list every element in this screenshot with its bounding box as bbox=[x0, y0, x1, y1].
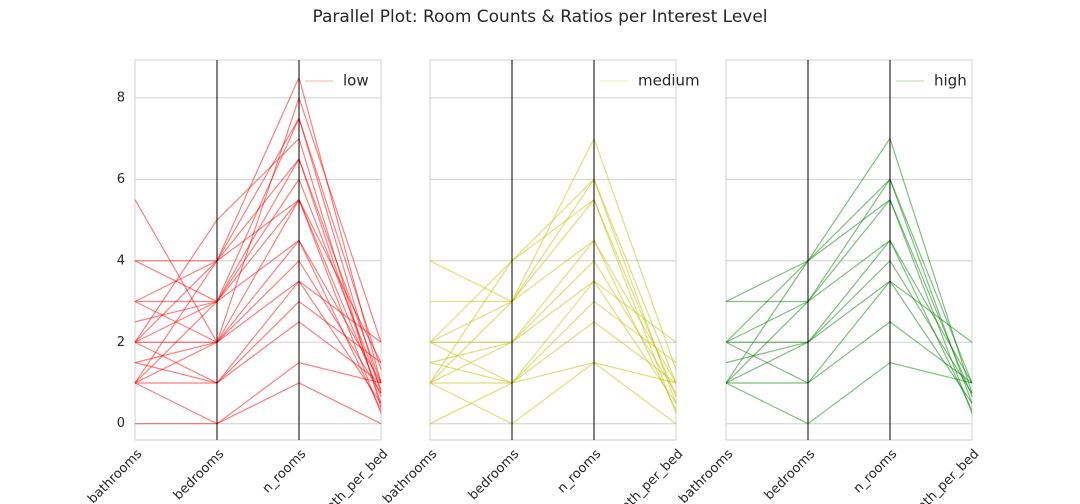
x-tick-label: bathrooms bbox=[676, 447, 736, 504]
data-line bbox=[725, 361, 973, 425]
y-tick-label: 8 bbox=[117, 90, 125, 105]
x-tick-label: bedrooms bbox=[762, 447, 819, 504]
x-tick-label: bedrooms bbox=[466, 447, 523, 504]
data-line bbox=[429, 361, 677, 425]
data-line bbox=[725, 239, 973, 411]
data-line bbox=[725, 198, 973, 414]
subplot: medium bathrooms bedrooms n_rooms bath_per_b… bbox=[380, 59, 700, 504]
data-line bbox=[429, 198, 677, 397]
data-line bbox=[134, 137, 382, 408]
data-line bbox=[725, 137, 973, 394]
data-line bbox=[135, 382, 382, 425]
data-line bbox=[725, 259, 973, 394]
x-tick-label: bedrooms bbox=[171, 447, 228, 504]
y-tick-label: 6 bbox=[117, 172, 125, 187]
data-line bbox=[726, 178, 973, 384]
data-line bbox=[134, 259, 382, 394]
data-line bbox=[134, 95, 382, 344]
data-line bbox=[429, 280, 677, 384]
x-tick-label: n_rooms bbox=[260, 447, 310, 497]
plot-frame bbox=[134, 59, 382, 441]
x-tick-label: bath_per_bed bbox=[613, 447, 686, 504]
x-tick-label: bathrooms bbox=[85, 447, 145, 504]
data-line bbox=[134, 300, 382, 384]
data-line bbox=[725, 198, 973, 397]
y-tick-label: 0 bbox=[117, 416, 125, 431]
data-line bbox=[430, 321, 677, 384]
data-line bbox=[135, 75, 382, 384]
x-tick-label: n_rooms bbox=[555, 447, 605, 497]
data-line bbox=[429, 198, 677, 414]
legend-label: high bbox=[934, 72, 967, 90]
legend-label: low bbox=[343, 72, 369, 90]
data-line bbox=[135, 239, 382, 384]
plot-frame bbox=[429, 59, 677, 441]
subplot: high bathrooms bedrooms n_rooms bath_per_bed bbox=[676, 59, 982, 504]
x-tick-label: bath_per_bed bbox=[909, 447, 982, 504]
data-line bbox=[429, 300, 677, 384]
data-line bbox=[429, 137, 677, 370]
data-line bbox=[134, 239, 382, 411]
x-tick-label: n_rooms bbox=[851, 447, 901, 497]
data-line bbox=[134, 198, 382, 363]
x-tick-label: bathrooms bbox=[380, 447, 440, 504]
plot-frame bbox=[725, 59, 973, 441]
data-line bbox=[134, 178, 382, 391]
figure-title: Parallel Plot: Room Counts & Ratios per … bbox=[312, 7, 767, 27]
data-line bbox=[725, 280, 973, 384]
data-line bbox=[726, 321, 973, 384]
y-tick-label: 4 bbox=[117, 253, 125, 268]
data-line bbox=[134, 361, 382, 425]
legend-label: medium bbox=[638, 72, 700, 90]
data-line bbox=[135, 321, 382, 384]
data-line bbox=[429, 259, 677, 394]
data-line bbox=[430, 178, 677, 384]
y-tick-label: 2 bbox=[117, 335, 125, 350]
